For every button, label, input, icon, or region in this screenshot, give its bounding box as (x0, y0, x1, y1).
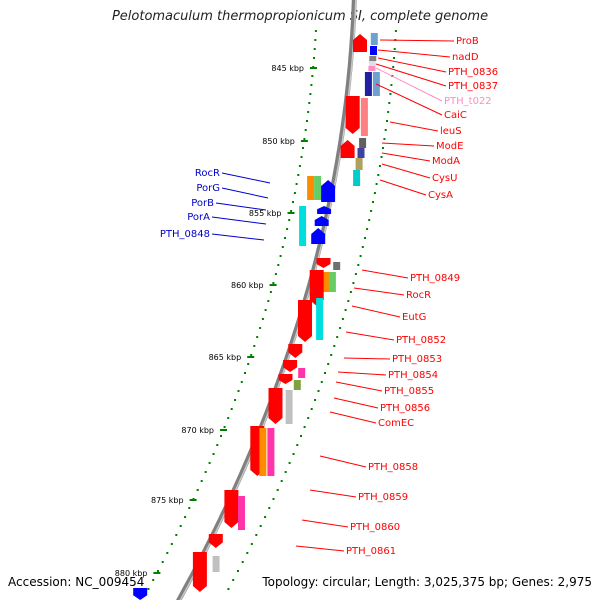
gene-label[interactable]: CaiC (444, 110, 467, 121)
gene-label[interactable]: PTH_0859 (358, 492, 408, 503)
gene-feature[interactable] (133, 588, 148, 600)
gene-label[interactable]: PTH_0861 (346, 546, 396, 557)
gene-feature[interactable] (364, 72, 372, 96)
map-title: Pelotomaculum thermopropionicum SI, comp… (111, 9, 489, 24)
gene-label[interactable]: PTH_0849 (410, 273, 460, 284)
tick-label: 870 kbp (181, 426, 214, 435)
gene-label[interactable]: EutG (402, 312, 426, 323)
gene-feature[interactable] (224, 490, 239, 528)
backbone (176, 0, 357, 600)
gene-feature[interactable] (314, 216, 329, 226)
gene-label[interactable]: PTH_0860 (350, 522, 400, 533)
gene-label[interactable]: PorG (196, 183, 220, 194)
gene-feature[interactable] (355, 158, 363, 170)
gene-feature[interactable] (238, 496, 245, 530)
gene-label[interactable]: ModA (432, 156, 460, 167)
gene-label[interactable]: PTH_0854 (388, 370, 438, 381)
tick-label: 855 kbp (249, 209, 282, 218)
gene-label[interactable]: RocR (195, 168, 220, 179)
tick-label: 860 kbp (231, 281, 264, 290)
gene-label[interactable]: PTH_0858 (368, 462, 418, 473)
gene-feature[interactable] (267, 428, 275, 476)
gene-feature[interactable] (368, 61, 376, 66)
gene-feature[interactable] (340, 140, 355, 158)
gene-label[interactable]: ProB (456, 36, 479, 47)
gene-label[interactable]: PTH_0848 (160, 229, 210, 240)
gene-feature[interactable] (212, 556, 220, 572)
gene-label[interactable]: CysA (428, 190, 453, 201)
gene-feature[interactable] (359, 138, 367, 148)
gene-feature[interactable] (321, 180, 336, 202)
tick-label: 875 kbp (151, 496, 184, 505)
gene-label[interactable]: PTH_0836 (448, 67, 498, 78)
gene-label[interactable]: PTH_t022 (444, 96, 492, 107)
topology-text: Topology: circular; Length: 3,025,375 bp… (262, 575, 592, 589)
gene-label[interactable]: ComEC (378, 418, 414, 429)
gene-feature[interactable] (314, 176, 322, 200)
gene-feature[interactable] (298, 368, 306, 378)
gene-label[interactable]: ModE (436, 141, 463, 152)
tick-marks: 845 kbp 850 kbp 855 kbp 860 kbp 865 kbp 870 k… (115, 64, 317, 578)
gene-feature[interactable] (283, 360, 298, 372)
gene-feature[interactable] (278, 374, 293, 384)
gene-feature[interactable] (316, 298, 324, 340)
gene-feature[interactable] (353, 170, 361, 186)
gene-label[interactable]: CysU (432, 173, 457, 184)
gene-feature[interactable] (285, 390, 293, 424)
gene-feature[interactable] (369, 56, 377, 61)
gene-label[interactable]: PTH_0852 (396, 335, 446, 346)
gene-feature[interactable] (322, 272, 330, 292)
label-leaders (211, 39, 455, 552)
gene-feature[interactable] (316, 258, 331, 268)
gene-feature[interactable] (309, 270, 324, 306)
gene-label[interactable]: leuS (440, 126, 462, 137)
gene-feature[interactable] (370, 46, 377, 55)
gene-feature[interactable] (317, 206, 332, 214)
dotted-track-outer (147, 30, 317, 590)
tick-label: 845 kbp (271, 64, 304, 73)
gene-label[interactable]: PTH_0853 (392, 354, 442, 365)
gene-feature[interactable] (298, 300, 312, 342)
gene-label[interactable]: PorA (187, 212, 210, 223)
tick-label: 880 kbp (115, 569, 148, 578)
gene-feature[interactable] (333, 262, 341, 270)
gene-feature[interactable] (368, 66, 376, 71)
gene-feature[interactable] (353, 34, 367, 52)
gene-feature[interactable] (288, 344, 303, 358)
gene-label[interactable]: PTH_0837 (448, 81, 498, 92)
gene-feature[interactable] (311, 228, 326, 244)
gene-feature[interactable] (259, 428, 267, 476)
gene-feature[interactable] (293, 380, 301, 390)
gene-label[interactable]: PTH_0855 (384, 386, 434, 397)
gene-label[interactable]: PorB (191, 198, 214, 209)
gene-label[interactable]: PTH_0856 (380, 403, 430, 414)
gene-feature[interactable] (192, 552, 207, 592)
gene-label[interactable]: RocR (406, 290, 431, 301)
gene-feature[interactable] (307, 176, 315, 200)
gene-feature[interactable] (345, 96, 360, 134)
tick-label: 850 kbp (262, 137, 295, 146)
tick-label: 865 kbp (209, 353, 242, 362)
accession-text: Accession: NC_009454 (8, 575, 145, 589)
gene-feature[interactable] (328, 272, 336, 292)
gene-feature[interactable] (208, 534, 223, 548)
gene-feature[interactable] (360, 98, 368, 136)
gene-features (133, 33, 380, 600)
gene-feature[interactable] (370, 33, 378, 45)
gene-feature[interactable] (299, 206, 307, 246)
gene-feature[interactable] (357, 148, 365, 158)
gene-label[interactable]: nadD (452, 52, 479, 63)
gene-feature[interactable] (268, 388, 283, 424)
gene-labels: ProB nadD PTH_0836 PTH_0837 PTH_t022 CaiC leuS… (160, 36, 498, 557)
